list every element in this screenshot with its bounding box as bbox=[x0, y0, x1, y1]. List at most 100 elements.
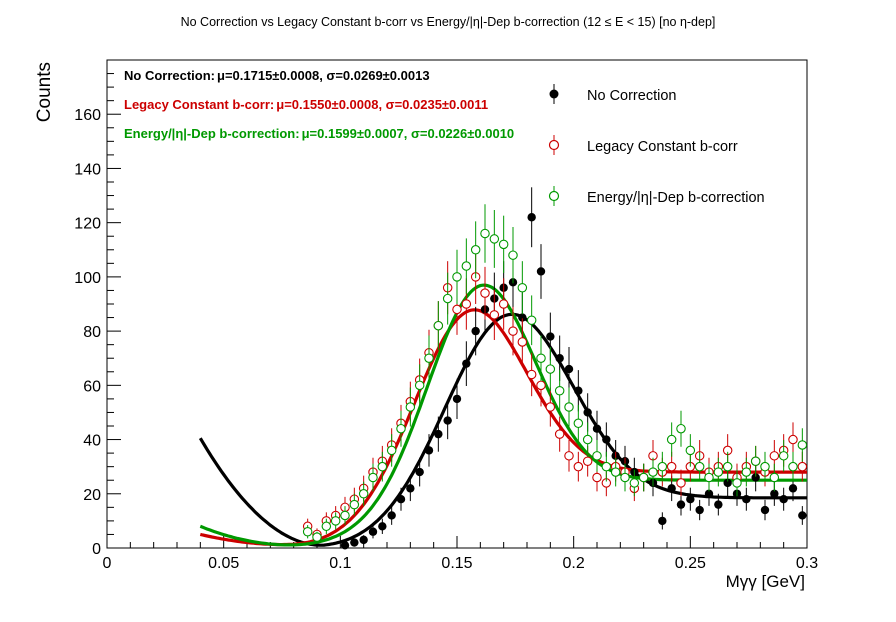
data-point bbox=[349, 499, 360, 510]
legend-entry-legacy: Legacy Constant b-corr bbox=[548, 135, 738, 155]
data-point bbox=[676, 423, 686, 434]
data-point bbox=[574, 386, 583, 395]
data-point bbox=[545, 402, 556, 412]
data-point bbox=[779, 495, 788, 504]
data-point bbox=[358, 489, 369, 499]
data-point bbox=[434, 429, 443, 439]
data-point bbox=[415, 467, 424, 477]
data-point bbox=[629, 478, 640, 488]
data-point bbox=[518, 313, 527, 322]
data-point bbox=[751, 473, 760, 482]
y-tick-label: 60 bbox=[83, 378, 101, 395]
data-point bbox=[723, 478, 732, 488]
data-point bbox=[489, 310, 500, 320]
data-point bbox=[798, 511, 807, 520]
data-point bbox=[564, 364, 574, 374]
data-points bbox=[302, 187, 808, 550]
y-tick-label: 120 bbox=[74, 216, 101, 233]
data-point bbox=[452, 394, 462, 404]
y-tick-label: 100 bbox=[74, 270, 101, 287]
data-point bbox=[797, 440, 808, 450]
data-point bbox=[498, 299, 509, 309]
data-point bbox=[470, 245, 481, 255]
x-tick-label: 0.3 bbox=[796, 555, 818, 572]
data-point bbox=[527, 213, 536, 222]
data-point bbox=[396, 495, 406, 504]
data-point bbox=[601, 461, 612, 472]
data-point bbox=[648, 467, 658, 477]
data-point bbox=[443, 416, 452, 425]
legend-entry-no-correction: No Correction bbox=[549, 84, 676, 104]
data-point bbox=[770, 489, 779, 498]
data-point bbox=[433, 320, 444, 331]
y-tick-label: 160 bbox=[74, 107, 101, 124]
data-point bbox=[694, 461, 705, 472]
data-point bbox=[610, 467, 621, 477]
data-point bbox=[378, 522, 387, 531]
data-point bbox=[536, 353, 546, 363]
data-point bbox=[461, 299, 472, 309]
x-tick-label: 0.25 bbox=[675, 555, 706, 572]
data-point bbox=[330, 516, 341, 526]
x-axis-label: Mγγ [GeV] bbox=[726, 572, 805, 591]
data-point bbox=[750, 456, 761, 466]
data-point bbox=[405, 402, 416, 412]
data-point bbox=[666, 434, 677, 445]
x-axis: 0 0.05 0.1 0.15 0.2 0.25 0.3 bbox=[103, 536, 818, 572]
data-point bbox=[386, 445, 397, 456]
data-point bbox=[713, 467, 724, 477]
data-point bbox=[760, 505, 770, 515]
stats-energy-dep: Energy/|η|-Dep b-correction: μ=0.1599±0.0… bbox=[124, 126, 514, 141]
data-point bbox=[442, 293, 453, 304]
data-point bbox=[461, 261, 472, 271]
data-point bbox=[769, 451, 780, 461]
y-tick-label: 20 bbox=[83, 487, 101, 504]
data-point bbox=[350, 538, 359, 547]
data-point bbox=[555, 354, 564, 363]
data-point bbox=[573, 461, 584, 472]
x-tick-label: 0.05 bbox=[208, 555, 239, 572]
legend: No Correction Legacy Constant b-corr Ene… bbox=[548, 84, 765, 206]
data-point bbox=[573, 418, 584, 429]
legend-label-no-correction: No Correction bbox=[587, 88, 676, 104]
data-point bbox=[564, 402, 574, 412]
data-point bbox=[658, 516, 667, 526]
data-point bbox=[554, 429, 565, 439]
data-point bbox=[732, 478, 742, 488]
data-point bbox=[686, 495, 695, 504]
y-tick-label: 40 bbox=[83, 433, 101, 450]
data-point bbox=[797, 461, 808, 472]
data-point bbox=[340, 510, 350, 521]
data-point bbox=[414, 380, 425, 391]
data-point bbox=[760, 461, 770, 472]
data-point bbox=[406, 484, 415, 493]
data-point bbox=[526, 369, 537, 380]
data-point bbox=[582, 456, 593, 466]
data-point bbox=[387, 511, 396, 520]
data-point bbox=[742, 495, 751, 504]
data-point bbox=[471, 326, 480, 336]
data-point bbox=[498, 239, 509, 250]
data-point bbox=[536, 267, 546, 276]
data-point bbox=[368, 527, 378, 536]
data-point bbox=[517, 282, 528, 293]
data-point bbox=[676, 500, 686, 509]
data-point bbox=[666, 461, 677, 472]
data-point bbox=[545, 364, 556, 374]
y-tick-label: 140 bbox=[74, 161, 101, 178]
y-axis-label: Counts bbox=[34, 62, 55, 122]
legend-entry-energy-dep: Energy/|η|-Dep b-correction bbox=[548, 186, 765, 206]
data-point bbox=[517, 337, 528, 347]
legend-marker-open-red bbox=[548, 139, 560, 151]
data-point bbox=[667, 484, 676, 493]
data-point bbox=[741, 467, 752, 477]
data-point bbox=[592, 451, 602, 461]
data-point bbox=[452, 304, 462, 315]
stats-no-correction: No Correction: μ=0.1715±0.0008, σ=0.0269±… bbox=[124, 68, 430, 83]
data-point bbox=[769, 472, 780, 483]
data-point bbox=[583, 408, 592, 417]
data-point bbox=[396, 423, 406, 434]
legend-label-energy-dep: Energy/|η|-Dep b-correction bbox=[587, 190, 765, 206]
stats-box: No Correction: μ=0.1715±0.0008, σ=0.0269±… bbox=[124, 68, 514, 141]
legend-marker-open-green bbox=[548, 190, 560, 202]
